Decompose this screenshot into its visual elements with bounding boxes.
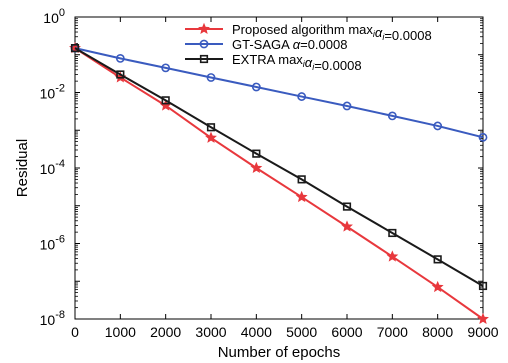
data-point <box>161 63 171 73</box>
data-point <box>386 250 399 262</box>
series-line <box>74 47 484 320</box>
x-tick-label: 7000 <box>377 324 408 340</box>
data-point <box>341 220 353 232</box>
data-point <box>205 131 217 143</box>
data-point <box>342 101 352 111</box>
data-point <box>433 255 442 264</box>
x-tick-label: 9000 <box>467 324 498 340</box>
data-point <box>161 96 170 105</box>
legend-label: GT-SAGA α=0.0008 <box>232 37 347 52</box>
legend-item-0: Proposed algorithm maxiαi=0.0008 <box>185 22 432 43</box>
data-point <box>388 228 397 238</box>
legend-marker <box>199 54 209 64</box>
data-point <box>297 92 307 101</box>
series-2 <box>70 44 488 291</box>
data-point <box>206 123 216 132</box>
data-point <box>478 281 488 291</box>
series-0 <box>69 41 489 325</box>
legend-marker <box>199 39 209 49</box>
legend-item-2: EXTRA maxiαi=0.0008 <box>185 52 362 73</box>
data-point <box>342 202 352 211</box>
legend-marker <box>198 22 210 35</box>
x-tick-label: 4000 <box>241 324 272 340</box>
x-tick-label: 1000 <box>105 324 136 340</box>
data-point <box>206 73 216 82</box>
data-point <box>477 312 489 325</box>
x-tick-label: 2000 <box>150 324 181 340</box>
series-line <box>74 47 484 287</box>
data-point <box>433 121 443 131</box>
series-layer <box>69 41 489 325</box>
data-point <box>70 44 80 53</box>
data-point <box>387 111 397 121</box>
legend-item-1: GT-SAGA α=0.0008 <box>185 37 347 52</box>
data-point <box>115 54 125 63</box>
data-point <box>297 175 306 184</box>
plot-area <box>74 16 484 320</box>
data-point <box>250 161 263 174</box>
series-line <box>74 47 484 139</box>
data-point <box>478 132 488 142</box>
legend-label: Proposed algorithm maxiαi=0.0008 <box>232 22 432 43</box>
x-tick-label: 6000 <box>331 324 362 340</box>
y-tick-label: 10-4 <box>40 158 65 177</box>
data-point <box>295 190 308 203</box>
data-point <box>251 82 261 92</box>
legend: Proposed algorithm maxiαi=0.0008GT-SAGA … <box>185 22 432 73</box>
x-tick-label: 3000 <box>195 324 226 340</box>
ticks-layer: 0 1000 2000 3000 4000 5000 6000 7000 8000 9000 100… <box>40 7 499 340</box>
y-tick-label: 100 <box>43 7 65 26</box>
legend-label: EXTRA maxiαi=0.0008 <box>232 52 362 73</box>
y-tick-label: 10-6 <box>40 234 65 253</box>
x-tick-label: 0 <box>71 324 79 340</box>
x-axis-label: Number of epochs <box>218 344 341 361</box>
data-point <box>252 149 261 158</box>
y-tick-label: 10-8 <box>40 309 65 328</box>
x-tick-label: 8000 <box>422 324 453 340</box>
y-axis-label: Residual <box>14 139 31 197</box>
data-point <box>431 280 444 293</box>
data-point <box>116 70 125 79</box>
x-tick-label: 5000 <box>286 324 317 340</box>
y-tick-label: 10-2 <box>40 83 65 102</box>
